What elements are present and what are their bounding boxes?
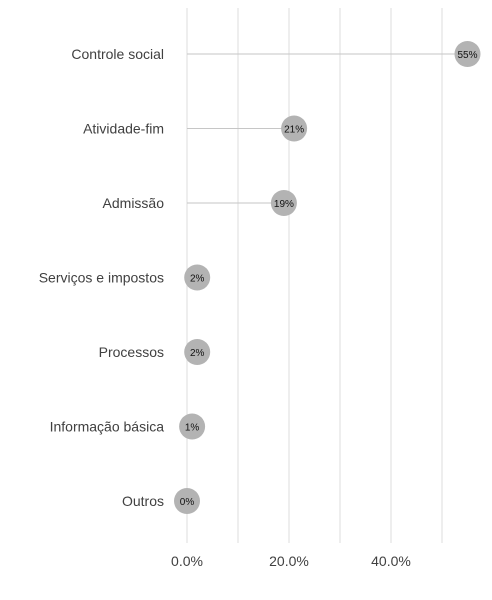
x-tick-label: 40.0% xyxy=(371,553,411,569)
category-label: Controle social xyxy=(71,46,164,62)
data-label: 0% xyxy=(180,497,195,508)
x-tick-label: 0.0% xyxy=(171,553,203,569)
category-label: Outros xyxy=(122,493,164,509)
data-label: 1% xyxy=(185,423,200,434)
grid-lines xyxy=(186,8,443,543)
lollipop-point xyxy=(184,339,211,365)
data-label: 2% xyxy=(190,348,205,359)
category-label: Informação básica xyxy=(50,419,165,435)
category-label: Admissão xyxy=(103,195,165,211)
category-label: Serviços e impostos xyxy=(39,270,164,286)
lollipop-point xyxy=(174,488,200,514)
category-label: Processos xyxy=(99,344,164,360)
data-label: 21% xyxy=(284,125,304,136)
points: 55% 21% 19% 2% 2% 1% 0% xyxy=(174,41,481,514)
lollipop-point xyxy=(179,413,206,440)
data-label: 2% xyxy=(190,274,205,285)
lollipop-point xyxy=(184,264,211,291)
category-label: Atividade-fim xyxy=(83,121,164,137)
stems xyxy=(187,53,468,427)
x-tick-labels: 0.0% 20.0% 40.0% xyxy=(171,553,411,569)
data-label: 55% xyxy=(457,50,477,61)
x-tick-label: 20.0% xyxy=(269,553,309,569)
category-labels: Controle social Atividade-fim Admissão Serv… xyxy=(39,46,164,509)
data-label: 19% xyxy=(274,199,294,210)
lollipop-point xyxy=(281,115,308,142)
lollipop-point xyxy=(270,190,297,216)
lollipop-point xyxy=(454,41,481,67)
